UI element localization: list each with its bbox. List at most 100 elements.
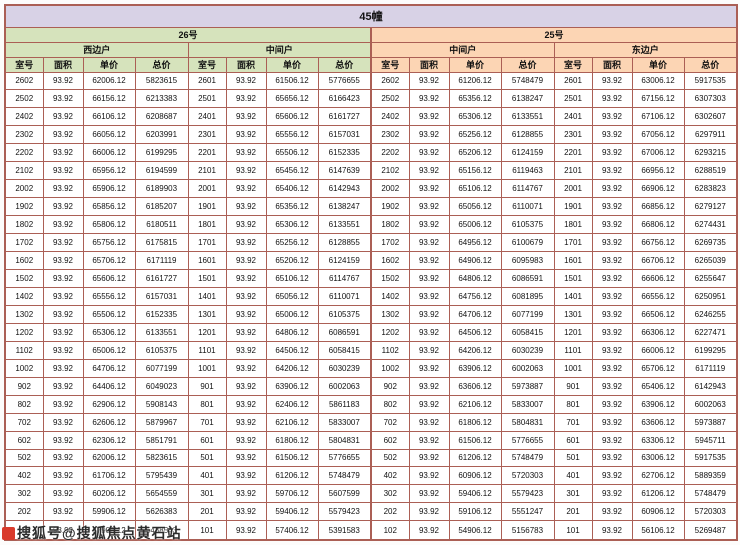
table-cell: 93.92: [408, 304, 450, 324]
table-row: 1902 93.92 65856.12 6185207 1901 93.92 65356.1…: [4, 197, 738, 217]
table-cell: 93.92: [42, 71, 84, 91]
table-cell: 502: [4, 448, 44, 468]
table-cell: 2302: [370, 125, 410, 145]
table-cell: 93.92: [225, 143, 267, 163]
table-cell: 701: [187, 412, 227, 432]
table-cell: 65106.12: [265, 268, 319, 288]
table-cell: 6171119: [683, 358, 738, 378]
table-cell: 1502: [370, 268, 410, 288]
table-cell: 5607599: [317, 484, 372, 504]
table-cell: 5748479: [500, 71, 555, 91]
table-cell: 801: [553, 394, 593, 414]
table-cell: 6265039: [683, 251, 738, 270]
table-cell: 93.92: [408, 466, 450, 486]
table-cell: 2202: [4, 143, 44, 163]
table-cell: 6100679: [500, 233, 555, 253]
unit-west-header: 西边户: [4, 41, 189, 58]
table-cell: 93.92: [225, 520, 267, 541]
table-cell: 93.92: [591, 412, 633, 432]
table-cell: 61806.12: [265, 430, 319, 450]
table-cell: 93.92: [42, 484, 84, 504]
table-cell: 93.92: [591, 89, 633, 109]
table-cell: 1402: [4, 286, 44, 306]
table-cell: 93.92: [42, 197, 84, 217]
table-cell: 1102: [370, 340, 410, 360]
table-cell: 93.92: [591, 125, 633, 145]
table-cell: 6189903: [134, 179, 189, 199]
table-row: 1502 93.92 65606.12 6161727 1501 93.92 65106.1…: [4, 268, 738, 288]
table-cell: 67156.12: [631, 89, 685, 109]
table-cell: 93.92: [42, 304, 84, 324]
table-cell: 1002: [370, 358, 410, 378]
table-cell: 1902: [370, 197, 410, 217]
table-cell: 64806.12: [265, 322, 319, 342]
table-cell: 6133551: [134, 322, 189, 342]
table-cell: 93.92: [591, 215, 633, 235]
table-cell: 60206.12: [82, 484, 136, 504]
table-cell: 1701: [187, 233, 227, 253]
unit-middle26-header: 中间户: [187, 41, 372, 58]
table-cell: 65256.12: [265, 233, 319, 253]
table-cell: 6058415: [500, 322, 555, 342]
table-cell: 2101: [553, 161, 593, 181]
table-cell: 65356.12: [265, 197, 319, 217]
table-cell: 93.92: [42, 394, 84, 414]
table-row: 2502 93.92 66156.12 6213383 2501 93.92 65656.1…: [4, 89, 738, 109]
table-cell: 62006.12: [82, 448, 136, 468]
table-row: 1602 93.92 65706.12 6171119 1601 93.92 65206.1…: [4, 251, 738, 270]
table-row: 2602 93.92 62006.12 5823615 2601 93.92 61506.1…: [4, 71, 738, 91]
table-cell: 93.92: [591, 143, 633, 163]
table-cell: 6058415: [317, 340, 372, 360]
building-title: 45幢: [4, 4, 738, 28]
table-cell: 65306.12: [82, 322, 136, 342]
table-cell: 6199295: [134, 143, 189, 163]
table-cell: 501: [553, 448, 593, 468]
col-area: 面积: [42, 56, 84, 73]
table-cell: 6077199: [134, 358, 189, 378]
unit-type-row: 西边户 中间户 中间户 东边户: [4, 41, 738, 58]
table-cell: 1202: [370, 322, 410, 342]
table-cell: 6199295: [683, 340, 738, 360]
table-cell: 5720303: [500, 466, 555, 486]
table-cell: 6086591: [317, 322, 372, 342]
table-cell: 6133551: [317, 215, 372, 235]
table-cell: 93.92: [42, 466, 84, 486]
table-cell: 66306.12: [631, 322, 685, 342]
col-unit-price: 单价: [82, 56, 136, 73]
table-cell: 93.92: [225, 448, 267, 468]
table-cell: 6128855: [317, 233, 372, 253]
table-cell: 701: [553, 412, 593, 432]
table-cell: 93.92: [225, 412, 267, 432]
table-cell: 62606.12: [82, 412, 136, 432]
table-cell: 93.92: [408, 268, 450, 288]
table-cell: 93.92: [42, 179, 84, 199]
table-title-row: 45幢: [4, 4, 738, 28]
table-cell: 2502: [4, 89, 44, 109]
table-cell: 65956.12: [82, 161, 136, 181]
table-cell: 65056.12: [265, 286, 319, 306]
table-cell: 93.92: [408, 161, 450, 181]
table-cell: 5748479: [500, 448, 555, 468]
table-cell: 1201: [187, 322, 227, 342]
table-cell: 1801: [553, 215, 593, 235]
table-cell: 93.92: [591, 394, 633, 414]
table-cell: 602: [370, 430, 410, 450]
table-cell: 5795439: [134, 466, 189, 486]
table-cell: 93.92: [225, 430, 267, 450]
table-cell: 62006.12: [82, 71, 136, 91]
table-cell: 93.92: [408, 430, 450, 450]
table-cell: 67006.12: [631, 143, 685, 163]
table-cell: 102: [370, 520, 410, 541]
table-cell: 5579423: [317, 502, 372, 522]
table-cell: 2202: [370, 143, 410, 163]
table-cell: 6114767: [500, 179, 555, 199]
table-cell: 6049023: [134, 376, 189, 396]
table-cell: 2001: [553, 179, 593, 199]
table-row: 1802 93.92 65806.12 6180511 1801 93.92 65306.1…: [4, 215, 738, 235]
table-cell: 61506.12: [265, 71, 319, 91]
table-row: 102 93.92 57906.12 5438543 101 93.92 57406.12 5…: [4, 520, 738, 541]
table-cell: 64706.12: [82, 358, 136, 378]
table-cell: 65506.12: [265, 143, 319, 163]
table-cell: 93.92: [225, 394, 267, 414]
table-cell: 1102: [4, 340, 44, 360]
